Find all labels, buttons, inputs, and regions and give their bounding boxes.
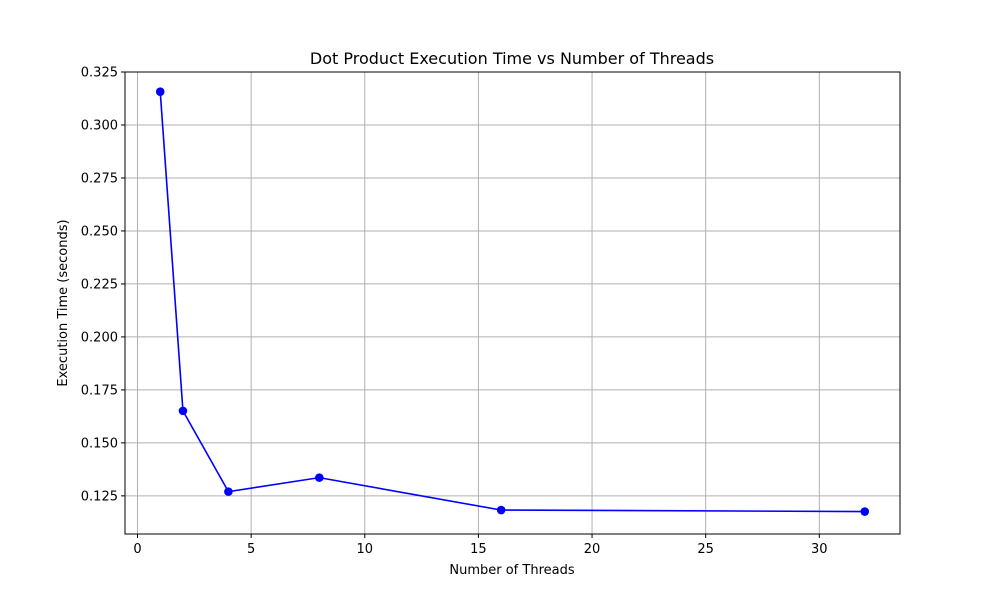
data-point xyxy=(496,505,506,515)
y-tick-label: 0.325 xyxy=(81,66,118,81)
x-tick-label: 10 xyxy=(356,542,373,557)
x-tick-label: 20 xyxy=(584,542,601,557)
y-axis-label: Execution Time (seconds) xyxy=(56,219,71,386)
y-axis: 0.125 0.150 0.175 0.200 0.225 0.250 0.275 0.300… xyxy=(81,66,125,504)
data-point xyxy=(178,406,188,416)
y-tick-label: 0.125 xyxy=(81,489,118,504)
x-tick-label: 15 xyxy=(470,542,487,557)
x-tick-label: 5 xyxy=(247,542,255,557)
y-tick-label: 0.275 xyxy=(81,171,118,186)
data-point xyxy=(860,507,870,516)
x-tick-label: 30 xyxy=(811,542,828,557)
plot-frame xyxy=(124,71,901,535)
x-axis: 0 5 10 15 20 25 30 xyxy=(133,534,828,557)
data-series xyxy=(155,87,870,516)
x-axis-label: Number of Threads xyxy=(449,563,574,578)
chart-title: Dot Product Execution Time vs Number of … xyxy=(310,49,714,68)
y-tick-label: 0.250 xyxy=(81,224,118,239)
y-tick-label: 0.200 xyxy=(81,330,118,345)
y-tick-label: 0.175 xyxy=(81,383,118,398)
y-tick-label: 0.300 xyxy=(81,118,118,133)
series-line xyxy=(159,91,865,513)
grid-lines xyxy=(125,71,900,534)
data-point xyxy=(155,87,165,97)
x-tick-label: 0 xyxy=(133,542,141,557)
y-tick-label: 0.225 xyxy=(81,277,118,292)
x-tick-label: 25 xyxy=(697,542,714,557)
y-tick-label: 0.150 xyxy=(81,436,118,451)
data-point xyxy=(224,487,233,496)
data-point xyxy=(315,473,324,482)
